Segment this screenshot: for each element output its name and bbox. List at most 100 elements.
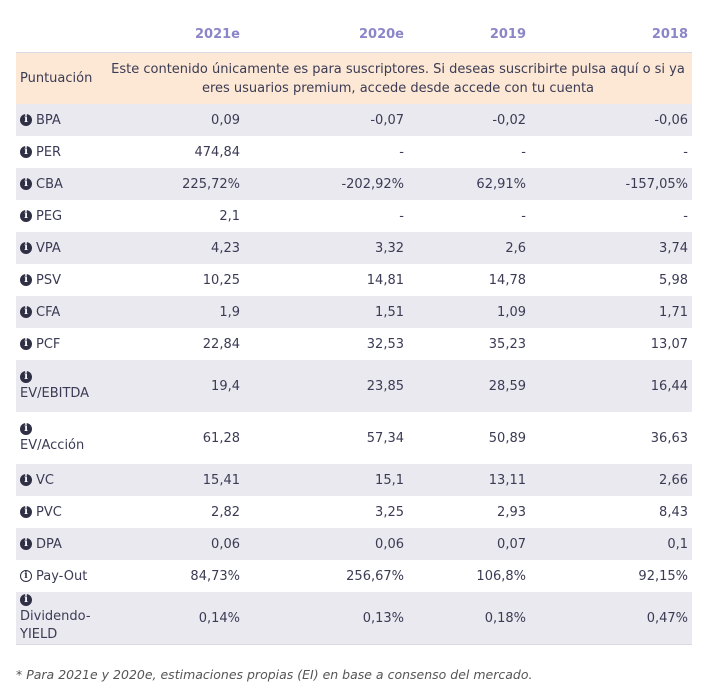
cell-2018: -0,06 <box>530 104 692 136</box>
header-2018: 2018 <box>530 16 692 53</box>
cell-2019: 35,23 <box>488 336 526 352</box>
header-2021e: 2021e <box>104 16 244 53</box>
row-label: i EV/Acción <box>20 423 85 453</box>
info-icon[interactable]: i <box>20 274 32 286</box>
cell-2018: 0,1 <box>530 528 692 560</box>
info-icon[interactable]: i <box>20 506 32 518</box>
row-label: i CBA <box>16 168 104 200</box>
info-icon[interactable]: i <box>20 423 32 435</box>
info-icon[interactable]: i <box>20 178 32 190</box>
cell-2021e: 10,25 <box>202 272 240 288</box>
cell-2021e: 19,4 <box>104 360 244 412</box>
table-row: i PVC 2,82 3,25 2,93 8,43 <box>16 496 692 528</box>
info-icon[interactable]: i <box>20 306 32 318</box>
cell-2019: 13,11 <box>408 464 530 496</box>
cell-2018: - <box>683 144 688 160</box>
cell-2019: 50,89 <box>488 430 526 446</box>
table-row: i Dividendo-YIELD 0,14% 0,13% 0,18% 0,47% <box>16 592 692 645</box>
table-row: i PER 474,84 - - - <box>16 136 692 168</box>
cell-2019: 28,59 <box>408 360 530 412</box>
cell-2019: 1,09 <box>408 296 530 328</box>
cell-2018: - <box>683 208 688 224</box>
cell-2021e: 61,28 <box>202 430 240 446</box>
info-icon[interactable]: i <box>20 594 32 606</box>
cell-2019: -0,02 <box>408 104 530 136</box>
table-row: i Pay-Out 84,73% 256,67% 106,8% 92,15% <box>16 560 692 592</box>
cell-2020e: 32,53 <box>366 336 404 352</box>
cell-2020e: 0,13% <box>244 592 408 645</box>
info-icon[interactable]: i <box>20 538 32 550</box>
cell-2018: 36,63 <box>650 430 688 446</box>
cell-2018: -157,05% <box>530 168 692 200</box>
row-label: i VPA <box>16 232 104 264</box>
cell-2018: 8,43 <box>659 504 688 520</box>
row-label: i PEG <box>16 200 104 232</box>
cell-2020e: 57,34 <box>366 430 404 446</box>
cell-2020e: 0,06 <box>244 528 408 560</box>
footnote: * Para 2021e y 2020e, estimaciones propi… <box>16 667 533 682</box>
row-label: i Dividendo-YIELD <box>16 592 104 645</box>
table-row: i VC 15,41 15,1 13,11 2,66 <box>16 464 692 496</box>
cell-2018: 1,71 <box>530 296 692 328</box>
row-label: i Pay-Out <box>16 560 104 592</box>
cell-2019: 62,91% <box>408 168 530 200</box>
cell-2020e: 3,32 <box>244 232 408 264</box>
table-row: i PEG 2,1 - - - <box>16 200 692 232</box>
cell-2020e: 3,25 <box>375 504 404 520</box>
row-label: i PVC <box>16 496 104 528</box>
cell-2021e: 84,73% <box>190 568 240 584</box>
cell-2020e: 15,1 <box>244 464 408 496</box>
table-row: i CFA 1,9 1,51 1,09 1,71 <box>16 296 692 328</box>
cell-2020e: 256,67% <box>346 568 404 584</box>
header-empty <box>16 16 104 53</box>
cell-2018: 16,44 <box>530 360 692 412</box>
row-label: i DPA <box>16 528 104 560</box>
subscription-label: Puntuación <box>16 52 104 104</box>
table-row: i CBA 225,72% -202,92% 62,91% -157,05% <box>16 168 692 200</box>
cell-2020e: - <box>399 208 404 224</box>
ratios-table-container: 2021e 2020e 2019 2018 Puntuación Este co… <box>16 16 692 645</box>
info-icon[interactable]: i <box>20 210 32 222</box>
cell-2020e: -0,07 <box>244 104 408 136</box>
cell-2018: 92,15% <box>638 568 688 584</box>
cell-2021e: 0,06 <box>104 528 244 560</box>
cell-2019: 2,93 <box>497 504 526 520</box>
info-icon[interactable]: i <box>20 371 32 383</box>
header-row: 2021e 2020e 2019 2018 <box>16 16 692 53</box>
cell-2020e: -202,92% <box>244 168 408 200</box>
table-row: i PCF 22,84 32,53 35,23 13,07 <box>16 328 692 360</box>
info-icon[interactable]: i <box>20 146 32 158</box>
row-label: i PSV <box>16 264 104 296</box>
cell-2021e: 22,84 <box>202 336 240 352</box>
table-row: i BPA 0,09 -0,07 -0,02 -0,06 <box>16 104 692 136</box>
info-icon[interactable]: i <box>20 474 32 486</box>
info-icon[interactable]: i <box>20 242 32 254</box>
cell-2018: 0,47% <box>530 592 692 645</box>
ratios-table: 2021e 2020e 2019 2018 Puntuación Este co… <box>16 16 692 645</box>
cell-2020e: 14,81 <box>366 272 404 288</box>
row-label: i VC <box>16 464 104 496</box>
table-row: i EV/EBITDA 19,4 23,85 28,59 16,44 <box>16 360 692 412</box>
cell-2021e: 15,41 <box>104 464 244 496</box>
row-label: i BPA <box>16 104 104 136</box>
info-icon[interactable]: i <box>20 338 32 350</box>
cell-2019: 106,8% <box>476 568 526 584</box>
table-row: i EV/Acción 61,28 57,34 50,89 36,63 <box>16 412 692 464</box>
cell-2020e: 23,85 <box>244 360 408 412</box>
subscription-row: Puntuación Este contenido únicamente es … <box>16 52 692 104</box>
cell-2021e: 0,09 <box>104 104 244 136</box>
cell-2019: 0,07 <box>408 528 530 560</box>
info-icon[interactable]: i <box>20 570 32 582</box>
cell-2021e: 0,14% <box>104 592 244 645</box>
cell-2019: - <box>521 144 526 160</box>
subscription-link[interactable]: Este contenido únicamente es para suscri… <box>104 52 692 104</box>
cell-2018: 2,66 <box>530 464 692 496</box>
cell-2021e: 2,82 <box>211 504 240 520</box>
header-2020e: 2020e <box>244 16 408 53</box>
cell-2018: 13,07 <box>650 336 688 352</box>
row-label: i CFA <box>16 296 104 328</box>
cell-2021e: 225,72% <box>104 168 244 200</box>
row-label: i PER <box>16 136 104 168</box>
info-icon[interactable]: i <box>20 114 32 126</box>
cell-2018: 3,74 <box>530 232 692 264</box>
